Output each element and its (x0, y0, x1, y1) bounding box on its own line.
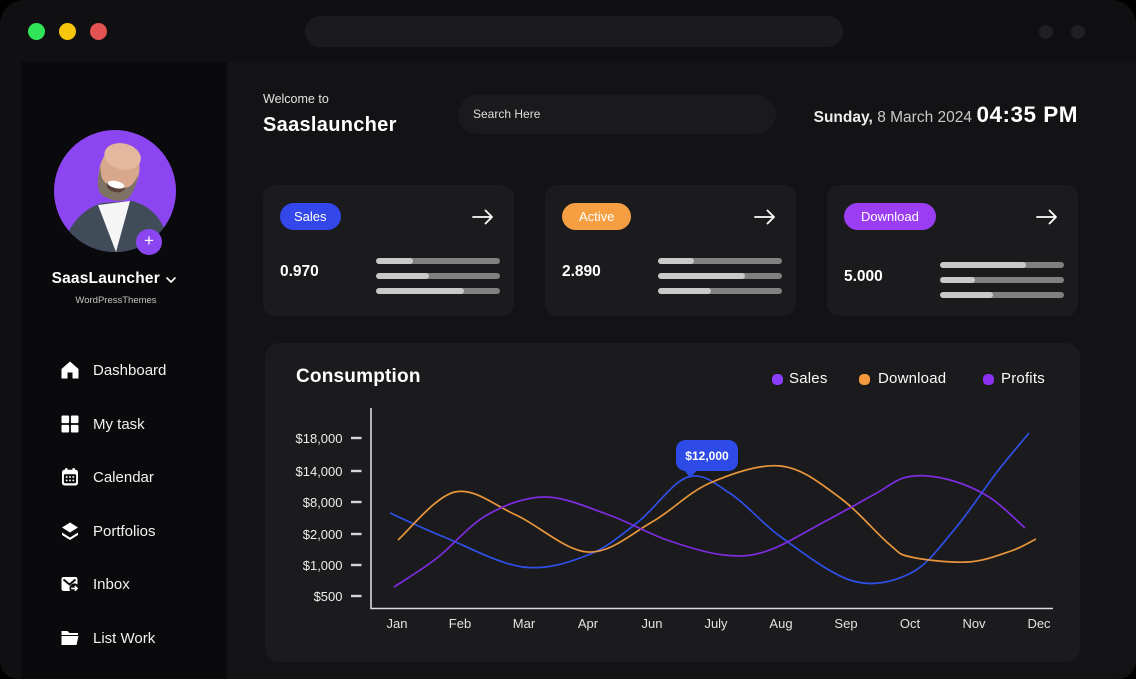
svg-text:$500: $500 (314, 589, 343, 604)
svg-text:Jun: Jun (642, 616, 663, 631)
svg-text:$2,000: $2,000 (303, 527, 343, 542)
svg-text:$8,000: $8,000 (303, 495, 343, 510)
svg-text:Jan: Jan (387, 616, 408, 631)
svg-text:Mar: Mar (513, 616, 536, 631)
svg-text:$14,000: $14,000 (296, 464, 343, 479)
svg-text:Oct: Oct (900, 616, 921, 631)
svg-text:$18,000: $18,000 (296, 431, 343, 446)
svg-text:Nov: Nov (962, 616, 986, 631)
svg-text:Apr: Apr (578, 616, 599, 631)
svg-text:July: July (704, 616, 728, 631)
svg-text:Aug: Aug (769, 616, 792, 631)
svg-text:Feb: Feb (449, 616, 471, 631)
svg-text:$1,000: $1,000 (303, 558, 343, 573)
svg-text:$12,000: $12,000 (685, 449, 729, 463)
svg-text:Sep: Sep (834, 616, 857, 631)
svg-text:Dec: Dec (1027, 616, 1051, 631)
